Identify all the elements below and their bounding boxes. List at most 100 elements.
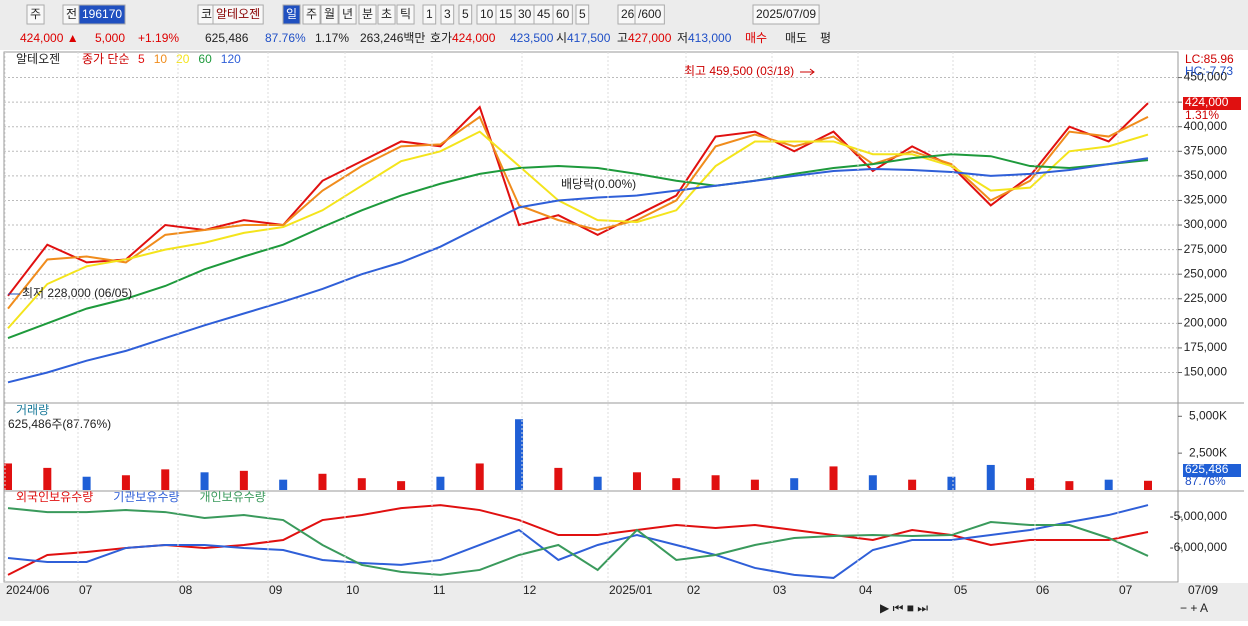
toolbar-button[interactable] (422, 4, 437, 25)
x-end-label: 07/09 (1188, 583, 1218, 597)
toolbar-button[interactable] (377, 4, 396, 25)
panel-title: 거래량 (16, 403, 49, 417)
volume-bar (908, 479, 917, 490)
toolbar-button[interactable] (320, 4, 339, 25)
y-tick-label: 5,000K (1189, 408, 1227, 422)
toolbar-item[interactable]: 주 (306, 7, 317, 21)
toolbar-item[interactable]: 분 (362, 7, 373, 21)
info-item: 427,000 (628, 31, 672, 45)
toolbar-button[interactable] (634, 4, 665, 25)
volume-bar (515, 419, 524, 490)
toolbar-button[interactable] (440, 4, 455, 25)
legend-entry: 20 (176, 52, 190, 66)
volume-bar (161, 469, 170, 490)
toolbar-item[interactable]: 년 (342, 7, 353, 21)
toolbar-item[interactable]: 15 (499, 7, 513, 21)
toolbar-item[interactable]: 주 (30, 7, 41, 21)
toolbar-button[interactable] (575, 4, 590, 25)
toolbar-item[interactable]: 틱 (400, 7, 411, 21)
toolbar-item[interactable]: 코 (201, 7, 212, 21)
volume-bar (4, 463, 12, 490)
volume-bar (986, 464, 995, 490)
toolbar-item[interactable]: 5 (462, 7, 469, 21)
info-item[interactable]: 평 (820, 31, 831, 45)
legend-label: 종가 단순 (82, 52, 130, 66)
series-line (7, 507, 1149, 576)
toolbar-item[interactable]: 60 (556, 7, 570, 21)
toolbar-item[interactable]: 196170 (82, 7, 122, 21)
info-item: 1.17% (315, 31, 349, 45)
volume-bar (790, 478, 799, 490)
price-box (1183, 97, 1241, 110)
toolbar-button[interactable] (552, 4, 573, 25)
zoom[interactable]: − + A (1180, 601, 1208, 615)
toolbar-item[interactable]: 일 (286, 7, 297, 21)
toolbar-item[interactable]: 10 (480, 7, 494, 21)
nav[interactable]: ▶ ⏮ ■ ⏭ (880, 601, 928, 615)
series-line (7, 504, 1149, 579)
volume-bar (1026, 478, 1035, 490)
toolbar-item[interactable]: 30 (518, 7, 532, 21)
toolbar-item[interactable]: 45 (537, 7, 551, 21)
volume-bar (279, 479, 288, 490)
info-item: 625,486 (205, 31, 249, 45)
legend-entry: 5 (138, 52, 145, 66)
y-tick-label: 325,000 (1184, 193, 1228, 207)
toolbar-button[interactable] (212, 4, 264, 25)
info-item: 413,000 (688, 31, 732, 45)
info-item[interactable]: 매수 (745, 31, 767, 45)
volume-bar (711, 475, 720, 490)
plot-frame (3, 51, 1179, 583)
panel-subtitle: 625,486주(87.76%) (8, 417, 111, 431)
y-tick-label: -6,000,000 (1170, 540, 1228, 554)
series-line (7, 157, 1149, 384)
right-label: 424,000 (1185, 95, 1229, 109)
info-item: 424,000 (452, 31, 496, 45)
volume-bar (632, 472, 641, 490)
toolbar-button[interactable] (396, 4, 415, 25)
right-label: LC:85.96 (1185, 52, 1234, 66)
x-tick-label: 03 (773, 583, 787, 597)
series-line (7, 153, 1149, 340)
annotation-arrow (800, 68, 815, 76)
x-tick-label: 08 (179, 583, 193, 597)
toolbar-button[interactable] (282, 4, 301, 25)
series-line (7, 504, 1149, 576)
right-label: 87.76% (1185, 474, 1226, 488)
info-item: +1.19% (138, 31, 179, 45)
legend-entry: 120 (221, 52, 241, 66)
toolbar-button[interactable] (358, 4, 377, 25)
toolbar-button[interactable] (752, 4, 820, 25)
info-item[interactable]: 매도 (785, 31, 807, 45)
x-tick-label: 10 (346, 583, 360, 597)
right-label: HC:-7.73 (1185, 64, 1233, 78)
toolbar-button[interactable] (78, 4, 126, 25)
x-tick-label: 07 (1119, 583, 1133, 597)
toolbar-item[interactable]: 2025/07/09 (756, 7, 816, 21)
toolbar-button[interactable] (338, 4, 357, 25)
info-item: 87.76% (265, 31, 306, 45)
y-tick-label: 300,000 (1184, 217, 1228, 231)
bottom-controls[interactable]: ▶ ⏮ ■ ⏭ − + A (880, 601, 1208, 615)
toolbar-item[interactable]: 5 (579, 7, 586, 21)
toolbar-item[interactable]: 3 (444, 7, 451, 21)
toolbar-item[interactable]: 초 (381, 7, 392, 21)
info-item: 417,500 (567, 31, 611, 45)
toolbar-item[interactable]: 1 (426, 7, 433, 21)
toolbar-item[interactable]: 알테오젠 (216, 7, 260, 21)
volume-bar (868, 475, 877, 490)
y-tick-label: 225,000 (1184, 291, 1228, 305)
volume-bar (121, 475, 130, 490)
annotation: 최고 459,500 (03/18) (684, 64, 794, 78)
toolbar-item[interactable]: 월 (324, 7, 335, 21)
info-item: 고 (617, 31, 628, 45)
toolbar-button[interactable] (302, 4, 321, 25)
toolbar-button[interactable] (26, 4, 45, 25)
toolbar-item[interactable]: 전 (66, 7, 77, 21)
volume-bar (1065, 481, 1074, 490)
volume-bar (436, 476, 445, 490)
toolbar-button[interactable] (458, 4, 473, 25)
volume-bar (1104, 479, 1113, 490)
toolbar-item[interactable]: /600 (638, 7, 662, 21)
